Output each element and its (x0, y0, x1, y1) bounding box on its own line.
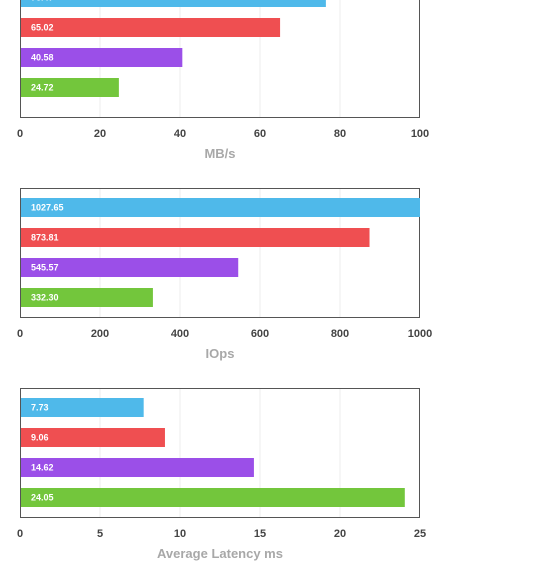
bar-value-label: 332.30 (31, 293, 59, 303)
x-tick-label: 200 (91, 328, 109, 340)
x-tick-label: 60 (254, 128, 266, 140)
bar (21, 258, 239, 277)
bar (21, 458, 254, 477)
bar-value-label: 1027.65 (31, 203, 64, 213)
x-tick-label: 400 (171, 328, 189, 340)
bar (21, 228, 370, 247)
x-axis-label: MB/s (204, 146, 235, 161)
x-tick-label: 0 (17, 528, 23, 540)
x-tick-label: 1000 (408, 328, 432, 340)
bar-value-label: 24.05 (31, 493, 54, 503)
x-axis-label: Average Latency ms (157, 546, 283, 561)
x-tick-label: 0 (17, 128, 23, 140)
x-tick-label: 20 (94, 128, 106, 140)
bar (21, 0, 326, 7)
bar (21, 398, 144, 417)
bar (21, 18, 281, 37)
x-tick-label: 800 (331, 328, 349, 340)
bar (21, 488, 405, 507)
bar (21, 428, 165, 447)
x-tick-label: 20 (334, 528, 346, 540)
bar-value-label: 7.73 (31, 403, 49, 413)
x-tick-label: 10 (174, 528, 186, 540)
bar-value-label: 14.62 (31, 463, 54, 473)
bar-value-label: 545.57 (31, 263, 59, 273)
bar (21, 198, 420, 217)
bar (21, 288, 153, 307)
bar-value-label: 9.06 (31, 433, 49, 443)
bar-value-label: 40.58 (31, 53, 54, 63)
bar (21, 48, 183, 67)
x-tick-label: 40 (174, 128, 186, 140)
x-tick-label: 25 (414, 528, 426, 540)
x-tick-label: 15 (254, 528, 266, 540)
bar-value-label: 873.81 (31, 233, 59, 243)
bar-value-label: 24.72 (31, 83, 54, 93)
x-tick-label: 5 (97, 528, 103, 540)
x-tick-label: 80 (334, 128, 346, 140)
x-tick-label: 0 (17, 328, 23, 340)
bar-value-label: 76.47 (31, 0, 54, 3)
x-tick-label: 100 (411, 128, 429, 140)
x-axis-label: IOps (206, 346, 235, 361)
bar (21, 78, 119, 97)
bar-value-label: 65.02 (31, 23, 54, 33)
x-tick-label: 600 (251, 328, 269, 340)
